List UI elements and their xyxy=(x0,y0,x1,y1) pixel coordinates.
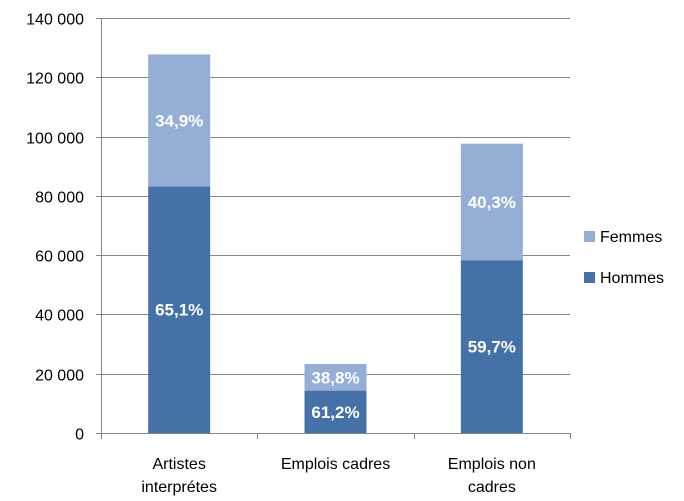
y-tick-label: 60 000 xyxy=(35,249,84,266)
bars: 65,1% 34,9% 61,2% 38,8% 59,7% 40,3% xyxy=(148,54,523,433)
y-tick-label: 0 xyxy=(75,427,84,444)
bar-femmes xyxy=(148,54,211,187)
legend-swatch-hommes xyxy=(584,272,595,283)
x-tick-label-line: Emplois non xyxy=(448,456,536,473)
bar-hommes xyxy=(148,186,211,433)
data-label: 40,3% xyxy=(468,193,516,212)
y-tick-label: 120 000 xyxy=(26,71,84,88)
data-label: 34,9% xyxy=(155,111,203,130)
bar-hommes xyxy=(460,260,523,433)
legend-label-hommes: Hommes xyxy=(600,270,664,287)
data-label: 38,8% xyxy=(311,368,359,387)
y-tick-label: 140 000 xyxy=(26,12,84,29)
x-tick-label: Artistes interprétes xyxy=(141,456,217,496)
data-label: 61,2% xyxy=(311,403,359,422)
x-tick-label-line: Artistes xyxy=(152,456,205,473)
data-label: 59,7% xyxy=(468,338,516,357)
data-label: 65,1% xyxy=(155,301,203,320)
x-tick-label: Emplois cadres xyxy=(281,456,390,473)
x-tick-label-line: Emplois cadres xyxy=(281,456,390,473)
bar-femmes xyxy=(460,143,523,261)
y-tick-label: 40 000 xyxy=(35,308,84,325)
y-tick-label: 20 000 xyxy=(35,368,84,385)
x-tick-label-line: cadres xyxy=(468,479,516,496)
y-tick-label: 80 000 xyxy=(35,190,84,207)
y-axis-ticks: 0 20 000 40 000 60 000 80 000 100 000 120 000 1… xyxy=(26,12,102,444)
legend-label-femmes: Femmes xyxy=(600,229,662,246)
x-axis: Artistes interprétes Emplois cadres Emplois… xyxy=(101,433,571,496)
x-tick-label-line: interprétes xyxy=(141,479,217,496)
bar-femmes xyxy=(304,363,367,391)
y-tick-label: 100 000 xyxy=(26,131,84,148)
legend: Femmes Hommes xyxy=(584,229,664,287)
bar-hommes xyxy=(304,390,367,433)
x-tick-label: Emplois non cadres xyxy=(448,456,536,496)
legend-swatch-femmes xyxy=(584,231,595,242)
